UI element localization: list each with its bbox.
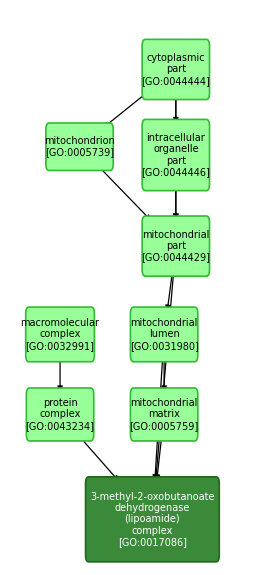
FancyBboxPatch shape: [26, 388, 94, 441]
Text: macromolecular
complex
[GO:0032991]: macromolecular complex [GO:0032991]: [21, 318, 99, 351]
Text: mitochondrial
lumen
[GO:0031980]: mitochondrial lumen [GO:0031980]: [130, 318, 199, 351]
FancyBboxPatch shape: [86, 477, 219, 562]
FancyBboxPatch shape: [142, 216, 209, 276]
FancyBboxPatch shape: [130, 307, 198, 362]
FancyBboxPatch shape: [26, 307, 94, 362]
Text: mitochondrial
matrix
[GO:0005759]: mitochondrial matrix [GO:0005759]: [130, 398, 199, 431]
Text: 3-methyl-2-oxobutanoate
dehydrogenase
(lipoamide)
complex
[GO:0017086]: 3-methyl-2-oxobutanoate dehydrogenase (l…: [90, 492, 215, 547]
Text: mitochondrial
part
[GO:0044429]: mitochondrial part [GO:0044429]: [141, 230, 210, 262]
Text: intracellular
organelle
part
[GO:0044446]: intracellular organelle part [GO:0044446…: [141, 133, 210, 177]
Text: mitochondrion
[GO:0005739]: mitochondrion [GO:0005739]: [44, 136, 115, 158]
FancyBboxPatch shape: [46, 123, 113, 170]
Text: cytoplasmic
part
[GO:0044444]: cytoplasmic part [GO:0044444]: [141, 53, 210, 86]
FancyBboxPatch shape: [142, 120, 209, 191]
Text: protein
complex
[GO:0043234]: protein complex [GO:0043234]: [25, 398, 95, 431]
FancyBboxPatch shape: [130, 388, 198, 441]
FancyBboxPatch shape: [142, 39, 209, 99]
